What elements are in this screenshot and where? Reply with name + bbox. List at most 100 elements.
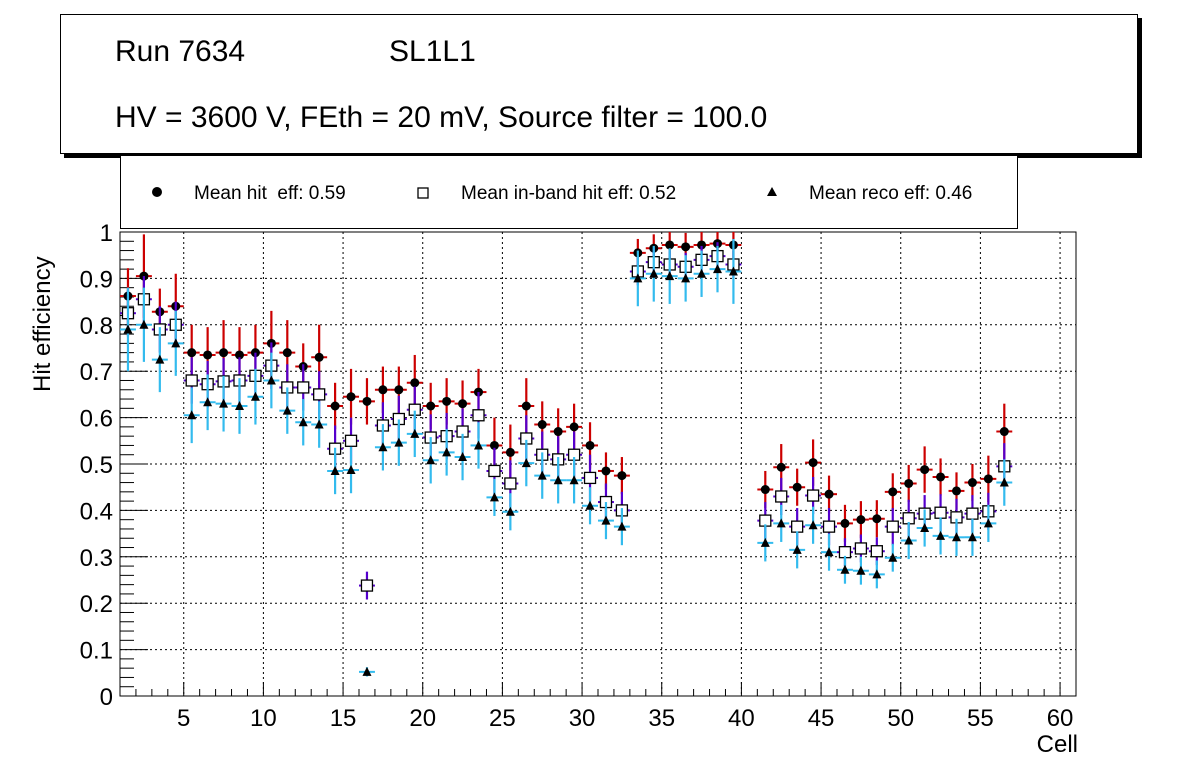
data-point bbox=[967, 532, 977, 542]
data-point bbox=[537, 470, 547, 480]
data-point bbox=[521, 458, 531, 468]
data-point bbox=[886, 520, 899, 533]
data-point bbox=[378, 385, 388, 395]
data-point bbox=[250, 391, 260, 401]
data-point bbox=[872, 569, 882, 579]
data-point bbox=[760, 485, 770, 495]
series-triangle bbox=[120, 238, 1013, 677]
data-point bbox=[553, 475, 563, 485]
data-point bbox=[904, 535, 914, 545]
data-point bbox=[410, 428, 420, 438]
y-tick-label: 1 bbox=[100, 220, 113, 247]
data-point bbox=[297, 381, 310, 394]
data-point bbox=[665, 271, 675, 281]
data-point bbox=[298, 417, 308, 427]
data-point bbox=[983, 474, 993, 484]
x-tick-label: 15 bbox=[330, 705, 357, 732]
y-tick-label: 0 bbox=[100, 684, 113, 711]
grid-lines bbox=[120, 232, 1076, 696]
data-point bbox=[697, 240, 707, 250]
x-tick-label: 30 bbox=[569, 705, 596, 732]
data-point bbox=[505, 447, 515, 457]
data-point bbox=[822, 520, 836, 533]
data-point bbox=[410, 378, 420, 388]
data-point bbox=[952, 486, 961, 496]
data-point bbox=[983, 518, 993, 528]
data-point bbox=[537, 420, 547, 430]
x-tick-label: 45 bbox=[808, 705, 835, 732]
data-point bbox=[920, 523, 930, 533]
data-point bbox=[521, 401, 531, 411]
data-point bbox=[920, 465, 930, 475]
y-tick-label: 0.4 bbox=[80, 498, 113, 525]
data-point bbox=[713, 264, 722, 274]
legend-open-square-marker-icon bbox=[417, 187, 429, 199]
data-point bbox=[360, 579, 374, 592]
data-point bbox=[856, 515, 866, 525]
data-point bbox=[840, 518, 850, 528]
data-point bbox=[792, 482, 802, 492]
y-axis-title: Hit efficiency bbox=[29, 256, 56, 392]
data-point bbox=[346, 392, 356, 402]
y-tick-label: 0.6 bbox=[80, 406, 113, 433]
data-point bbox=[458, 399, 468, 409]
data-point bbox=[967, 478, 977, 488]
data-point bbox=[426, 401, 436, 411]
data-point bbox=[474, 440, 483, 450]
x-tick-label: 60 bbox=[1047, 705, 1074, 732]
data-point bbox=[697, 268, 707, 278]
data-point bbox=[488, 464, 501, 478]
data-point bbox=[888, 487, 898, 497]
data-point bbox=[633, 273, 643, 283]
data-point bbox=[185, 374, 198, 387]
data-point bbox=[728, 266, 738, 276]
data-point bbox=[966, 507, 979, 520]
data-point bbox=[649, 268, 659, 278]
y-tick-label: 0.5 bbox=[80, 452, 113, 479]
data-point bbox=[442, 447, 452, 457]
legend-inband-eff: Mean in-band hit eff: 0.52 bbox=[461, 183, 677, 204]
data-point bbox=[952, 532, 961, 542]
run-label: Run 7634 bbox=[115, 35, 246, 68]
y-tick-label: 0.9 bbox=[80, 266, 113, 293]
x-axis-ticks: 5 10 15 20 25 30 35 40 45 50 55 60 bbox=[119, 682, 1077, 732]
data-series bbox=[120, 232, 1013, 677]
x-tick-label: 55 bbox=[967, 705, 994, 732]
data-point bbox=[378, 442, 388, 452]
legend-reco-eff: Mean reco eff: 0.46 bbox=[809, 183, 973, 204]
data-point bbox=[266, 375, 276, 385]
y-tick-label: 0.2 bbox=[80, 591, 113, 618]
data-point bbox=[330, 401, 340, 411]
data-point bbox=[203, 350, 213, 360]
y-tick-label: 0.3 bbox=[80, 545, 113, 572]
data-point bbox=[314, 419, 324, 429]
legend: Mean hit eff: 0.59 Mean in-band hit eff:… bbox=[120, 156, 1018, 229]
data-point bbox=[791, 520, 804, 533]
data-point bbox=[854, 542, 868, 555]
data-point bbox=[760, 537, 770, 547]
data-point bbox=[601, 466, 611, 476]
data-point bbox=[155, 354, 165, 364]
legend-hit-eff: Mean hit eff: 0.59 bbox=[194, 183, 346, 204]
x-tick-label: 10 bbox=[250, 705, 277, 732]
data-point bbox=[489, 492, 499, 502]
data-point bbox=[219, 348, 229, 358]
data-point bbox=[808, 520, 818, 530]
data-point bbox=[999, 427, 1009, 437]
data-point bbox=[346, 465, 356, 475]
run-info-box: Run 7634 SL1L1 HV = 3600 V, FEth = 20 mV… bbox=[60, 14, 1138, 154]
data-point bbox=[553, 427, 563, 437]
data-point bbox=[472, 409, 485, 422]
data-point bbox=[171, 338, 181, 348]
data-point bbox=[362, 396, 372, 406]
data-point bbox=[442, 396, 452, 406]
x-tick-label: 5 bbox=[177, 705, 190, 732]
data-point bbox=[394, 437, 404, 447]
data-point bbox=[999, 477, 1009, 487]
data-point bbox=[187, 348, 197, 358]
data-point bbox=[665, 240, 675, 250]
data-point bbox=[904, 478, 914, 488]
data-point bbox=[936, 530, 946, 540]
data-point bbox=[489, 440, 499, 450]
